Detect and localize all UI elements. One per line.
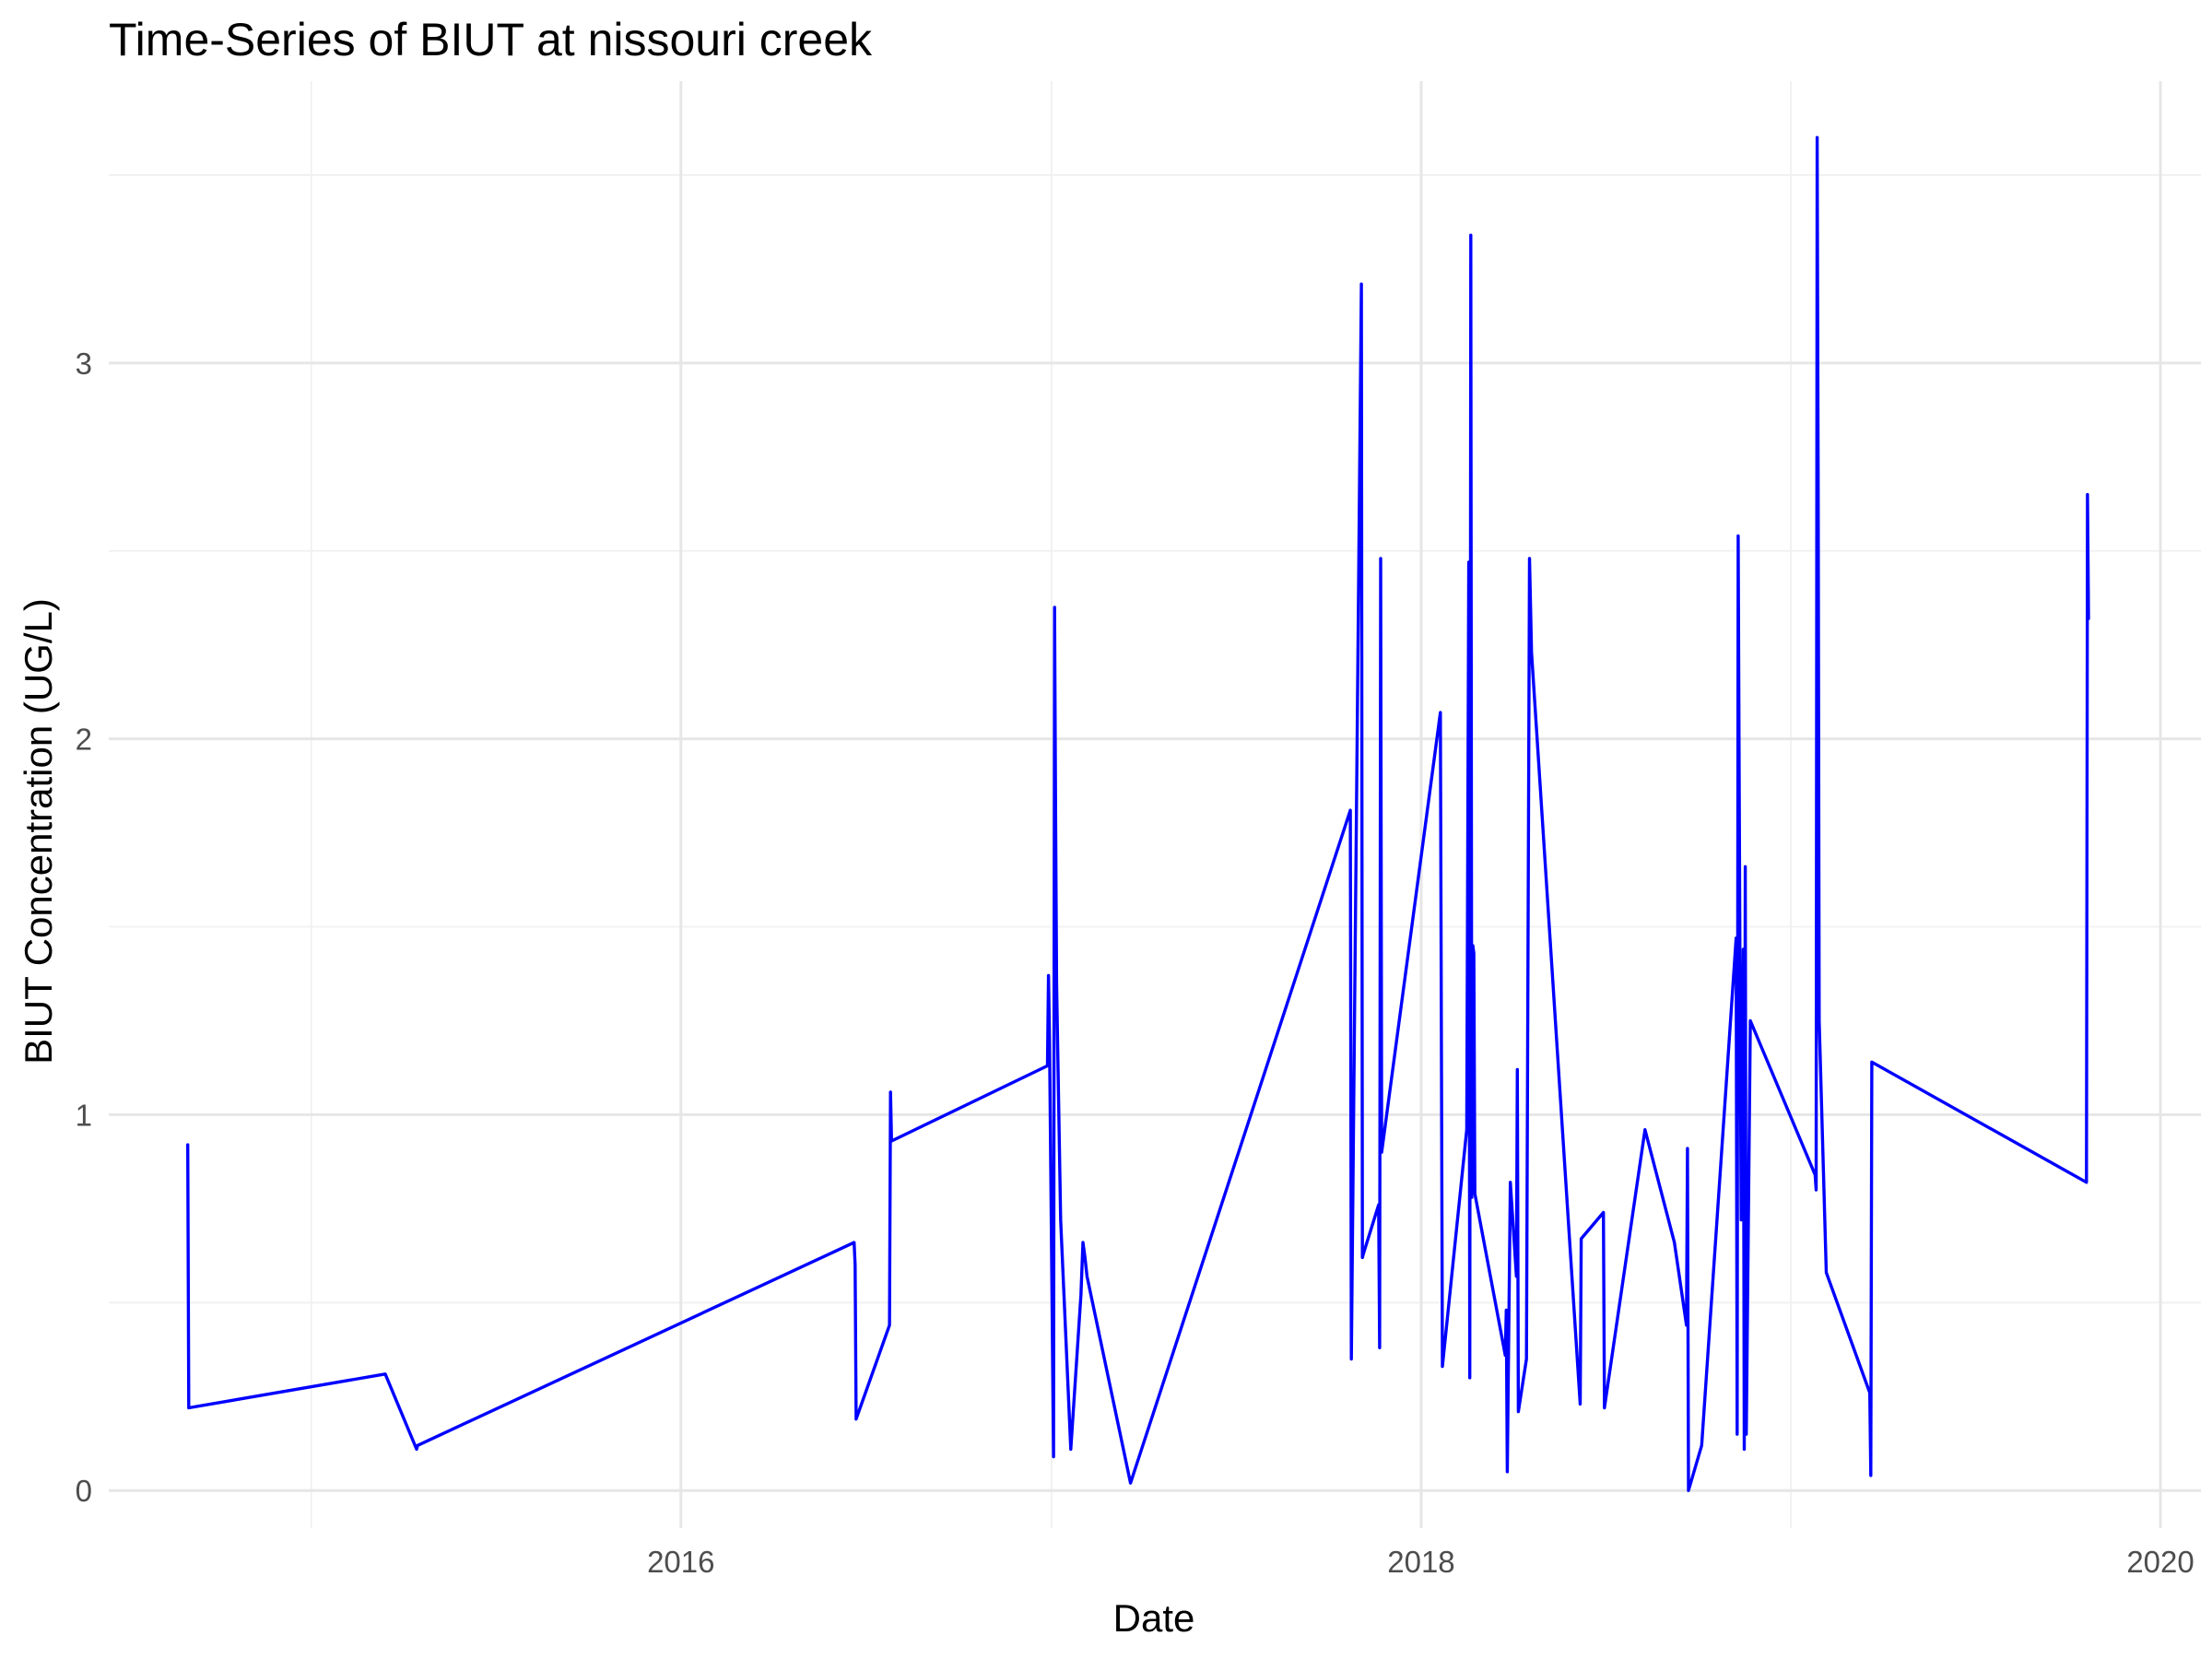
y-tick-label: 2 xyxy=(76,723,92,757)
y-tick-label: 1 xyxy=(76,1098,92,1132)
x-tick-label: 2016 xyxy=(647,1545,714,1579)
series-line xyxy=(185,135,2090,1492)
x-tick-label: 2018 xyxy=(1387,1545,1454,1579)
series-layer xyxy=(185,135,2090,1492)
x-axis-title: Date xyxy=(1113,1596,1195,1640)
x-tick-label: 2020 xyxy=(2126,1545,2194,1579)
y-axis-title: BIUT Concentration (UG/L) xyxy=(17,598,60,1065)
y-axis-tick-labels: 0 1 2 3 xyxy=(76,347,92,1508)
y-tick-label: 0 xyxy=(76,1474,92,1508)
chart-title: Time-Series of BIUT at nissouri creek xyxy=(109,14,873,65)
minor-gridlines xyxy=(109,81,2201,1528)
major-gridlines xyxy=(109,81,2201,1528)
x-axis-tick-labels: 2016 2018 2020 xyxy=(647,1545,2194,1579)
y-tick-label: 3 xyxy=(76,347,92,381)
